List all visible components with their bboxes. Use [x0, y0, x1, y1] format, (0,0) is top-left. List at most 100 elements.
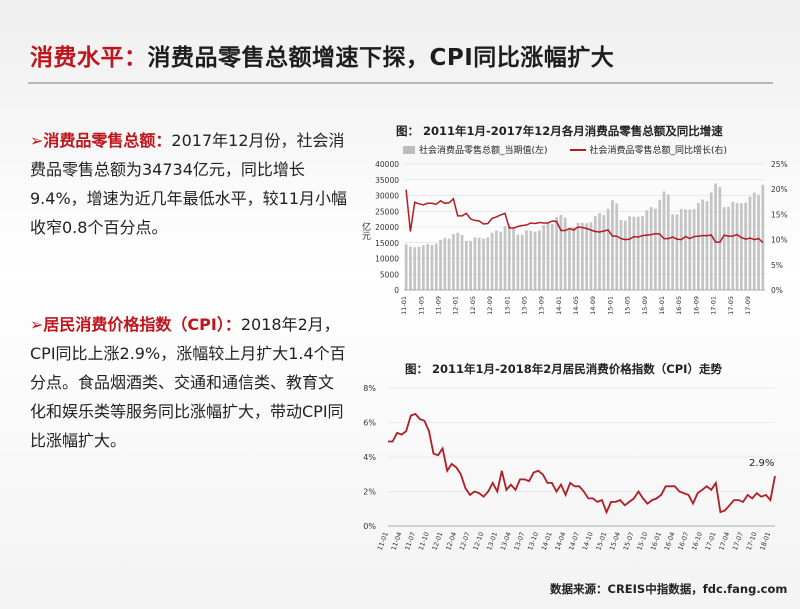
retail-x-tick-label: 17-09 — [744, 296, 752, 315]
cpi-x-tick-label: 14-10 — [581, 531, 595, 551]
cpi-heading: ➢居民消费价格指数（CPI）： — [30, 315, 241, 334]
retail-bar — [537, 230, 541, 290]
cpi-paragraph: ➢居民消费价格指数（CPI）：2018年2月，CPI同比上涨2.9%，涨幅较上月… — [30, 310, 348, 455]
cpi-y-tick-label: 2% — [363, 488, 376, 497]
retail-bar — [735, 203, 739, 290]
page-title-highlight: 消费水平： — [30, 45, 148, 71]
retail-bar — [623, 220, 627, 290]
retail-x-tick-label: 13-01 — [503, 296, 511, 315]
cpi-x-tick-label: 14-07 — [567, 531, 581, 551]
retail-x-tick-label: 12-01 — [452, 296, 460, 315]
cpi-x-tick-label: 11-01 — [376, 531, 390, 551]
retail-y-tick-label: 20000 — [375, 223, 399, 232]
retail-x-tick-label: 16-09 — [692, 296, 700, 315]
retail-bar — [439, 239, 442, 290]
cpi-x-tick-label: 16-07 — [676, 531, 690, 551]
cpi-x-tick-label: 15-10 — [635, 531, 649, 551]
retail-bar — [563, 217, 567, 290]
retail-bar — [469, 240, 472, 290]
cpi-x-tick-label: 17-04 — [717, 531, 731, 551]
retail-chart-title: 图： 2011年1月-2017年12月各月消费品零售总额及同比增速 — [396, 124, 723, 138]
retail-bar — [739, 203, 743, 290]
retail-bar — [546, 222, 550, 290]
retail-x-tick-label: 17-01 — [710, 296, 718, 315]
cpi-y-tick-label: 6% — [363, 419, 376, 428]
retail-bar — [636, 216, 640, 290]
retail-bar — [598, 213, 601, 290]
retail-x-tick-label: 12-09 — [486, 296, 494, 315]
retail-chart-legend: 社会消费品零售总额_当期值(左) 社会消费品零售总额_同比增长(右) — [403, 143, 727, 156]
retail-bar — [649, 207, 653, 290]
retail-bar — [748, 196, 752, 290]
retail-x-tick-label: 11-05 — [417, 296, 425, 315]
retail-x-tick-label: 15-09 — [641, 296, 649, 315]
retail-bar — [658, 199, 662, 290]
retail-bar — [486, 237, 490, 290]
retail-bar — [606, 208, 610, 290]
retail-bar — [692, 209, 696, 290]
retail-sales-heading-text: 消费品零售总额： — [43, 131, 172, 150]
retail-x-tick-label: 14-05 — [572, 296, 580, 315]
retail-bar — [666, 194, 670, 290]
retail-bar — [447, 238, 451, 290]
cpi-x-tick-label: 17-10 — [745, 531, 759, 551]
cpi-x-tick-label: 13-04 — [499, 531, 513, 551]
cpi-x-tick-label: 17-01 — [704, 531, 718, 551]
cpi-x-tick-label: 15-07 — [622, 531, 636, 551]
retail-y2-tick-label: 15% — [771, 210, 788, 219]
cpi-x-tick-label: 16-10 — [690, 531, 704, 551]
retail-x-tick-label: 12-05 — [469, 296, 477, 315]
retail-bar — [697, 203, 700, 290]
cpi-chart-title: 图： 2011年1月-2018年2月居民消费价格指数（CPI）走势 — [405, 362, 722, 376]
retail-y-tick-label: 30000 — [375, 192, 399, 201]
retail-sales-body: 2017年12月份，社会消费品零售总额为34734亿元，同比增长9.4%，增速为… — [30, 131, 348, 237]
retail-bar — [503, 226, 507, 290]
retail-x-tick-label: 16-05 — [675, 296, 683, 315]
retail-x-tick-label: 11-01 — [400, 296, 408, 315]
retail-bar — [473, 237, 477, 290]
retail-bar — [589, 222, 593, 290]
retail-bar — [628, 216, 632, 290]
cpi-x-tick-label: 12-07 — [458, 531, 472, 551]
retail-bar — [512, 227, 515, 290]
retail-bar — [460, 234, 464, 290]
retail-bar — [404, 244, 408, 290]
retail-bar — [559, 215, 563, 290]
retail-sales-heading: ➢消费品零售总额： — [30, 131, 172, 150]
retail-x-tick-label: 15-01 — [606, 296, 614, 315]
retail-bar — [722, 207, 726, 290]
retail-x-tick-label: 17-05 — [727, 296, 735, 315]
legend-bar-swatch — [403, 145, 415, 154]
retail-bar — [615, 203, 619, 290]
retail-y2-tick-label: 5% — [771, 261, 783, 270]
retail-bar — [701, 199, 705, 290]
retail-y-tick-label: 35000 — [375, 176, 399, 185]
retail-bar — [593, 215, 597, 290]
retail-bar — [413, 247, 417, 290]
retail-x-tick-label: 14-01 — [555, 296, 563, 315]
retail-bar — [585, 223, 589, 290]
retail-x-tick-label: 16-01 — [658, 296, 666, 315]
cpi-last-value-label: 2.9% — [749, 458, 774, 469]
retail-bar — [731, 201, 735, 290]
page-title-rest: 消费品零售总额增速下探，CPI同比涨幅扩大 — [147, 45, 615, 71]
retail-bar — [654, 208, 657, 290]
cpi-x-tick-label: 11-07 — [403, 531, 417, 551]
retail-bar — [718, 186, 722, 290]
retail-bar — [709, 192, 713, 290]
retail-y2-tick-label: 20% — [771, 185, 788, 194]
retail-bar — [568, 227, 571, 290]
retail-x-tick-label: 13-05 — [520, 296, 528, 315]
retail-x-tick-label: 13-09 — [538, 296, 546, 315]
retail-bar — [456, 232, 460, 290]
retail-bar — [684, 209, 687, 290]
retail-bar — [555, 217, 558, 290]
retail-growth-line — [405, 189, 764, 244]
retail-y-tick-label: 0 — [394, 286, 399, 295]
cpi-x-tick-label: 18-01 — [758, 531, 772, 551]
cpi-x-tick-label: 15-01 — [594, 531, 608, 551]
retail-bar — [507, 225, 511, 290]
cpi-y-tick-label: 4% — [363, 453, 376, 462]
retail-bar — [714, 183, 717, 290]
title-divider — [28, 82, 773, 84]
